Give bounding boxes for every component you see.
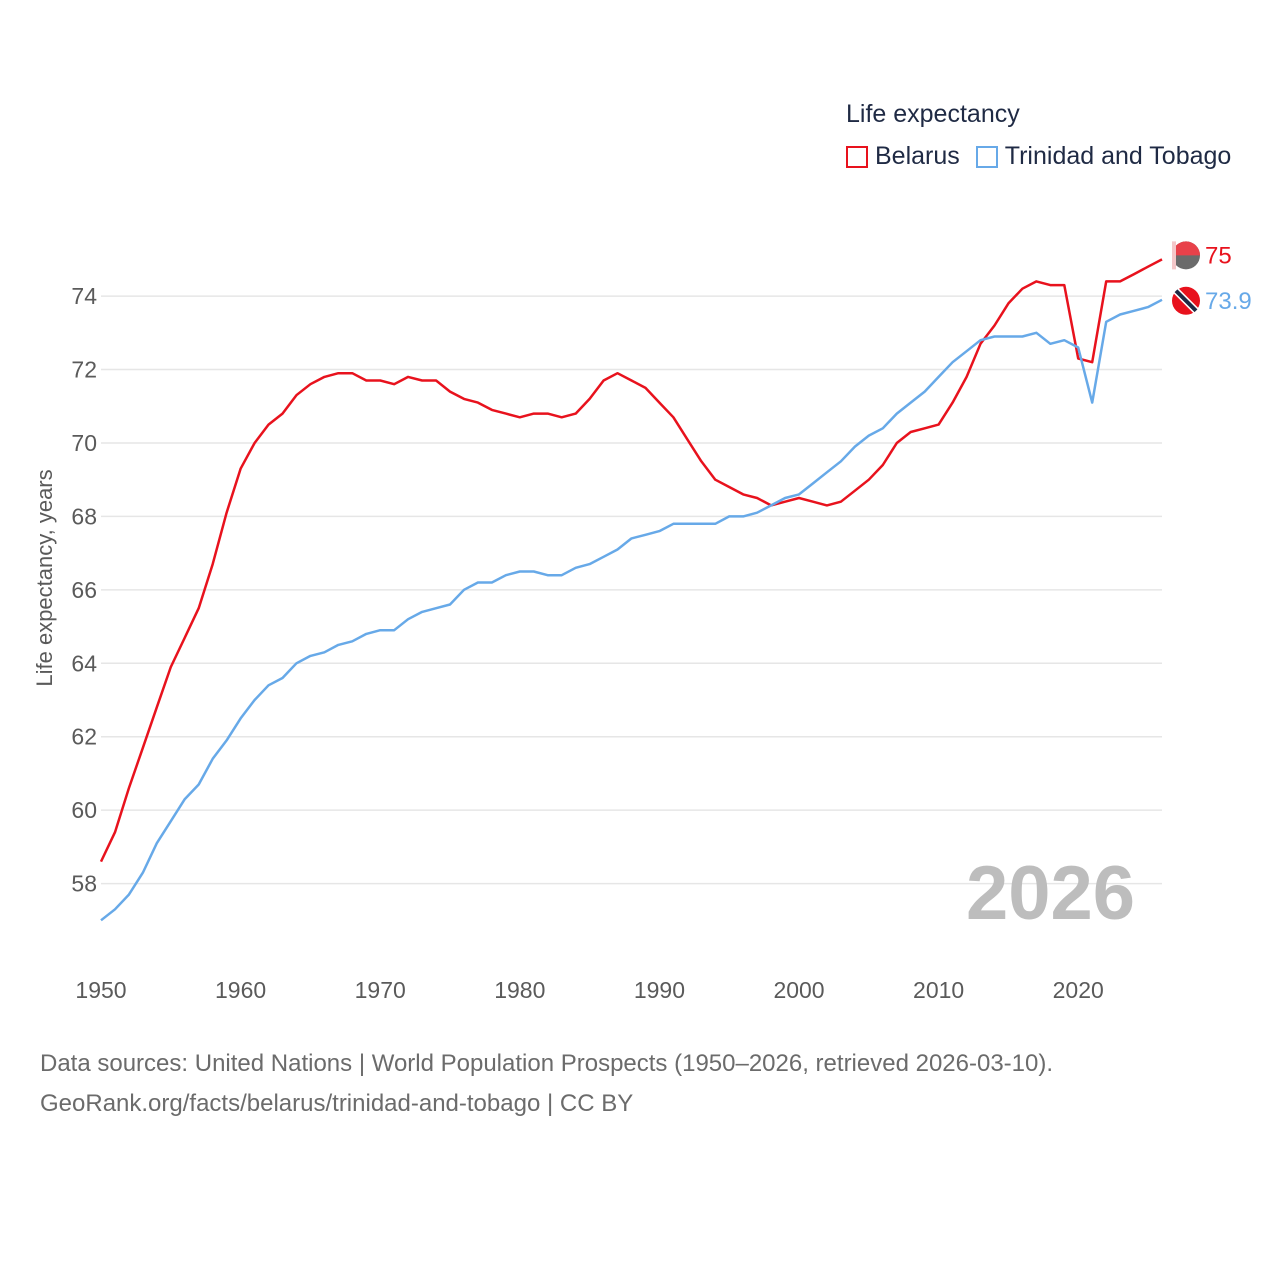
y-tick-label-74: 74 xyxy=(71,283,97,309)
legend-label-trinidad-and-tobago: Trinidad and Tobago xyxy=(1004,142,1232,170)
legend-swatch-belarus xyxy=(846,145,868,168)
flag-top-belarus xyxy=(1172,241,1200,256)
source-url-text: GeoRank.org/facts/belarus/trinidad-and-t… xyxy=(40,1090,634,1117)
y-axis-label: Life expectancy, years xyxy=(32,469,57,686)
y-tick-label-64: 64 xyxy=(71,650,97,676)
x-tick-label-1980: 1980 xyxy=(494,977,545,1003)
end-value-label-belarus: 75 xyxy=(1205,242,1232,269)
y-tick-label-62: 62 xyxy=(71,724,97,750)
flag-icon-belarus xyxy=(1172,241,1200,270)
series-end-markers: 75 73.9 xyxy=(1172,241,1252,315)
footer: Data sources: United Nations | World Pop… xyxy=(40,1044,1053,1124)
flag-icon-trinidad-and-tobago xyxy=(1172,286,1200,315)
series-line-trinidad-and-tobago xyxy=(100,298,1163,922)
legend-item-trinidad-and-tobago[interactable]: Trinidad and Tobago xyxy=(975,142,1232,171)
y-axis-ticks: 58 60 62 64 66 68 70 72 74 xyxy=(71,283,97,897)
series-lines xyxy=(99,258,1163,922)
legend-title: Life expectancy xyxy=(846,100,1020,128)
current-year-watermark: 2026 xyxy=(966,851,1136,936)
x-tick-label-2010: 2010 xyxy=(913,977,964,1003)
y-tick-label-70: 70 xyxy=(71,430,97,456)
y-tick-label-58: 58 xyxy=(71,871,97,897)
x-tick-label-1970: 1970 xyxy=(355,977,406,1003)
y-tick-label-60: 60 xyxy=(71,797,97,823)
legend-label-belarus: Belarus xyxy=(875,142,960,170)
y-tick-label-66: 66 xyxy=(71,577,97,603)
flag-ornament-belarus xyxy=(1172,241,1176,270)
y-tick-label-68: 68 xyxy=(71,503,97,529)
y-tick-label-72: 72 xyxy=(71,357,97,383)
x-tick-label-2020: 2020 xyxy=(1053,977,1104,1003)
end-value-label-trinidad-and-tobago: 73.9 xyxy=(1205,288,1252,315)
x-tick-label-2000: 2000 xyxy=(773,977,824,1003)
x-axis-ticks: 1950 1960 1970 1980 1990 2000 2010 2020 xyxy=(75,977,1103,1003)
x-tick-label-1950: 1950 xyxy=(75,977,126,1003)
gridlines xyxy=(101,295,1162,885)
x-tick-label-1960: 1960 xyxy=(215,977,266,1003)
legend-item-belarus[interactable]: Belarus xyxy=(846,142,960,171)
x-tick-label-1990: 1990 xyxy=(634,977,685,1003)
series-line-belarus xyxy=(99,258,1163,863)
data-source-text: Data sources: United Nations | World Pop… xyxy=(40,1050,1054,1077)
legend: Belarus Trinidad and Tobago xyxy=(846,142,1247,171)
flag-stripe-black-trinidad-and-tobago xyxy=(1174,289,1198,313)
legend-swatch-trinidad-and-tobago xyxy=(975,145,998,168)
